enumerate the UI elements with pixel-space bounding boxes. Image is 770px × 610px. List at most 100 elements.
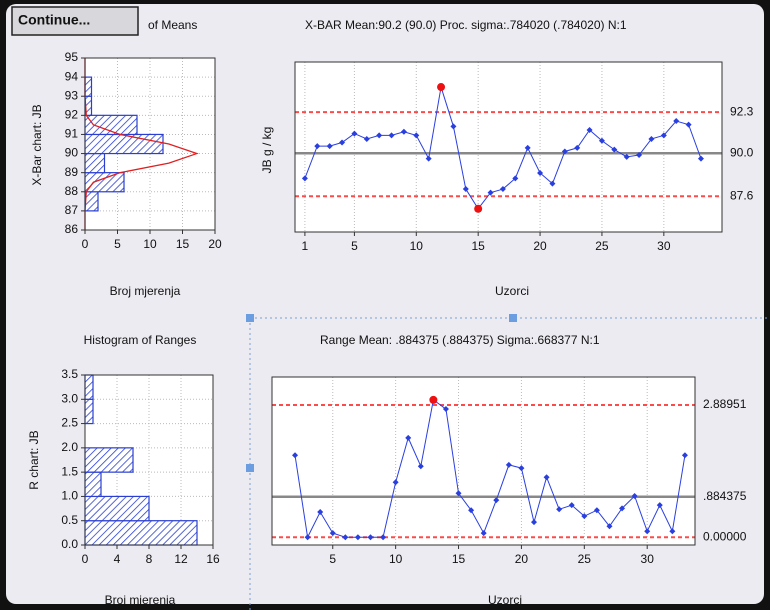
plot-frame xyxy=(271,376,696,546)
point xyxy=(685,121,692,128)
point xyxy=(468,507,475,514)
chart-title: of Means xyxy=(148,18,197,32)
histogram-bar xyxy=(84,447,134,473)
plot-frame xyxy=(84,57,216,231)
chart-title: X-BAR Mean:90.2 (90.0) Proc. sigma:.7840… xyxy=(305,18,627,32)
chart-title: Range Mean: .884375 (.884375) Sigma:.668… xyxy=(320,333,600,347)
point xyxy=(574,144,581,151)
point xyxy=(493,497,500,504)
histogram-bar xyxy=(84,520,198,546)
point xyxy=(581,513,588,520)
point xyxy=(660,132,667,139)
point xyxy=(450,123,457,130)
limit-label: 87.6 xyxy=(730,188,754,202)
x-tick-label: 30 xyxy=(641,552,655,566)
x-tick-label: 10 xyxy=(410,239,424,253)
histogram-bar xyxy=(84,152,106,174)
point xyxy=(505,461,512,468)
limit-label: 90.0 xyxy=(730,145,754,159)
plot-area xyxy=(295,62,722,232)
y-axis-label: JB g / kg xyxy=(260,127,274,174)
point xyxy=(593,507,600,514)
point xyxy=(586,127,593,133)
x-tick-label: 5 xyxy=(351,239,358,253)
x-tick-label: 15 xyxy=(452,552,466,566)
x-tick-label: 5 xyxy=(329,552,336,566)
y-axis-label: X-Bar chart: JB xyxy=(30,104,44,185)
point xyxy=(648,135,655,142)
selection-frame xyxy=(246,314,770,610)
point xyxy=(462,186,469,193)
point xyxy=(561,148,568,155)
point xyxy=(611,146,618,153)
x-tick-label: 16 xyxy=(206,552,220,566)
y-tick-label: 93 xyxy=(65,88,79,102)
plot-area xyxy=(272,377,695,545)
x-tick-label: 8 xyxy=(146,552,153,566)
point xyxy=(549,180,556,187)
point xyxy=(512,175,519,182)
x-tick-label: 25 xyxy=(578,552,592,566)
chart-title: Histogram of Ranges xyxy=(84,333,197,347)
point xyxy=(342,534,349,541)
histogram-bar xyxy=(84,172,125,193)
x-tick-label: 30 xyxy=(657,239,671,253)
point xyxy=(606,523,613,530)
point xyxy=(301,175,308,182)
x-tick-label: 10 xyxy=(389,552,403,566)
point xyxy=(354,534,361,541)
x-axis-label: Uzorci xyxy=(495,284,529,298)
point xyxy=(455,490,462,497)
x-tick-label: 0 xyxy=(82,237,89,251)
y-tick-label: 0.5 xyxy=(61,513,78,527)
x-tick-label: 5 xyxy=(114,237,121,251)
point xyxy=(656,502,663,509)
y-tick-label: 89 xyxy=(65,165,79,179)
point xyxy=(619,505,626,512)
point xyxy=(292,452,299,459)
x-tick-label: 25 xyxy=(595,239,609,253)
point xyxy=(363,135,370,142)
point xyxy=(388,132,395,139)
point xyxy=(518,465,525,472)
point xyxy=(304,534,311,541)
y-tick-label: 88 xyxy=(65,184,79,198)
y-tick-label: 3.5 xyxy=(61,367,78,381)
point xyxy=(631,493,638,500)
x-tick-label: 0 xyxy=(82,552,89,566)
continue-button[interactable]: Continue... xyxy=(11,6,139,36)
point xyxy=(392,479,399,486)
point xyxy=(376,132,383,139)
limit-label: .884375 xyxy=(703,489,747,503)
point xyxy=(623,153,630,160)
button-label[interactable]: Continue... xyxy=(18,12,90,28)
x-tick-label: 20 xyxy=(208,237,222,251)
x-axis-label: Broj mjerenja xyxy=(105,593,176,607)
point xyxy=(531,519,538,526)
y-tick-label: 90 xyxy=(65,146,79,160)
x-axis-label: Uzorci xyxy=(488,593,522,607)
histogram-bar xyxy=(84,133,164,155)
x-tick-label: 12 xyxy=(174,552,188,566)
histogram-bar xyxy=(84,495,150,522)
x-axis-label: Broj mjerenja xyxy=(110,284,181,298)
point xyxy=(487,189,494,196)
y-tick-label: 2.5 xyxy=(61,416,78,430)
point xyxy=(524,144,531,151)
plot-frame xyxy=(294,61,723,233)
histogram-bar xyxy=(84,191,99,212)
point xyxy=(644,528,651,535)
point xyxy=(326,143,333,150)
histogram-bar xyxy=(84,76,93,97)
x-tick-label: 15 xyxy=(176,237,190,251)
y-axis-label: R chart: JB xyxy=(27,430,41,489)
point xyxy=(480,530,487,537)
y-tick-label: 1.0 xyxy=(61,489,78,503)
x-tick-label: 1 xyxy=(302,239,309,253)
point xyxy=(556,506,563,513)
x-tick-label: 4 xyxy=(114,552,121,566)
histogram-bar xyxy=(84,471,102,498)
point-outlier xyxy=(429,395,438,404)
button-frame[interactable] xyxy=(11,6,139,36)
